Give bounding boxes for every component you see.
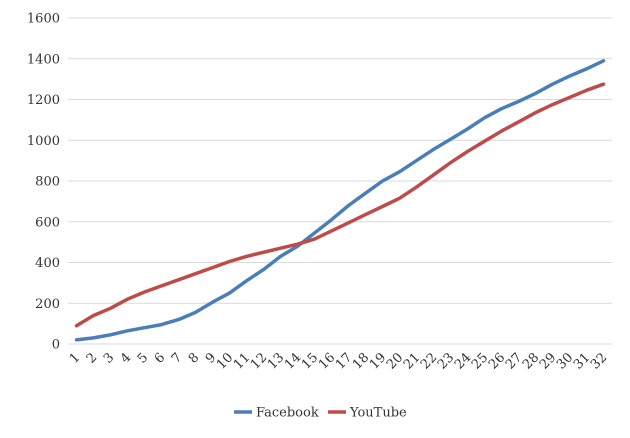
y-tick-label: 1200 bbox=[27, 93, 60, 108]
x-tick-label: 8 bbox=[186, 350, 202, 366]
grid-lines bbox=[68, 17, 612, 345]
legend-label: YouTube bbox=[349, 406, 407, 421]
y-axis-ticks: 0 200 400 600 800 1000 1200 1400 1600 bbox=[27, 12, 60, 353]
series-lines bbox=[74, 59, 606, 342]
legend: Facebook YouTube bbox=[234, 406, 407, 421]
x-tick-label: 4 bbox=[118, 350, 134, 366]
y-tick-label: 0 bbox=[52, 338, 60, 353]
x-tick-label: 32 bbox=[588, 350, 610, 372]
legend-label: Facebook bbox=[256, 406, 319, 421]
x-tick-label: 2 bbox=[84, 350, 100, 366]
legend-item-youtube: YouTube bbox=[328, 406, 407, 421]
x-tick-label: 5 bbox=[135, 350, 151, 366]
y-tick-label: 1000 bbox=[27, 134, 60, 149]
x-tick-label: 7 bbox=[169, 350, 185, 366]
y-tick-label: 800 bbox=[35, 175, 60, 190]
x-tick-label: 3 bbox=[101, 350, 117, 366]
legend-item-facebook: Facebook bbox=[234, 406, 319, 421]
y-tick-label: 1600 bbox=[27, 12, 60, 27]
series-line-youtube bbox=[74, 82, 606, 328]
y-tick-label: 600 bbox=[35, 215, 60, 230]
x-axis-ticks: 1 2 3 4 5 6 7 8 91011121314151617181920212223242… bbox=[67, 350, 610, 372]
y-tick-label: 1400 bbox=[27, 52, 60, 67]
series-line-facebook bbox=[74, 59, 606, 342]
y-tick-label: 200 bbox=[35, 297, 60, 312]
y-tick-label: 400 bbox=[35, 256, 60, 271]
x-tick-label: 1 bbox=[67, 350, 83, 366]
x-tick-label: 6 bbox=[152, 350, 168, 366]
